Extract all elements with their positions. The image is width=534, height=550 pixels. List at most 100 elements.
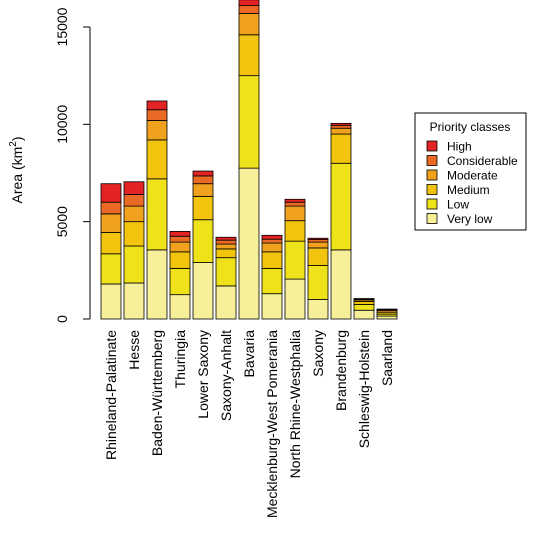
- bar-segment: [261, 267, 283, 295]
- bar-group: [100, 183, 122, 320]
- legend-label: Considerable: [447, 154, 518, 168]
- bar-segment: [353, 309, 375, 320]
- bar-group: [284, 198, 306, 320]
- y-tick-label: 5000: [54, 206, 70, 237]
- bar-segment: [284, 201, 306, 207]
- bar-segment: [376, 308, 398, 311]
- bar-segment: [238, 0, 260, 6]
- bar-group: [215, 236, 237, 320]
- bar-segment: [284, 240, 306, 280]
- legend-entry: High: [426, 140, 472, 154]
- bar-segment: [238, 34, 260, 77]
- bar-segment: [169, 235, 191, 243]
- bar-segment: [376, 315, 398, 320]
- bar-segment: [330, 133, 352, 164]
- bar-segment: [100, 283, 122, 320]
- category-label: Saxony-Anhalt: [218, 330, 234, 421]
- bar-segment: [215, 236, 237, 241]
- bar-segment: [169, 241, 191, 253]
- category-label: Thuringia: [172, 330, 188, 389]
- category-label: Saarland: [379, 330, 395, 386]
- bar-segment: [146, 178, 168, 251]
- y-axis-title-sup: 2: [8, 141, 19, 147]
- bar-segment: [330, 127, 352, 135]
- legend-label: Low: [447, 198, 469, 212]
- legend-swatch: [426, 213, 438, 224]
- bar-segment: [284, 205, 306, 222]
- bar-segment: [146, 249, 168, 320]
- bar-segment: [261, 234, 283, 240]
- bar-segment: [330, 249, 352, 320]
- bar-segment: [238, 167, 260, 320]
- bar-segment: [100, 253, 122, 285]
- bar-segment: [353, 303, 375, 311]
- legend-label: High: [447, 140, 472, 154]
- bar-segment: [146, 109, 168, 121]
- y-tick-label: 15000: [54, 7, 70, 46]
- bar-segment: [284, 198, 306, 203]
- bar-segment: [307, 237, 329, 240]
- legend-entry: Medium: [426, 183, 490, 197]
- category-label: Saxony: [310, 330, 326, 377]
- bar-segment: [100, 213, 122, 233]
- bar-segment: [100, 201, 122, 215]
- bar-segment: [169, 251, 191, 269]
- bar-segment: [353, 298, 375, 300]
- bar-group: [330, 122, 352, 320]
- legend-swatch: [426, 169, 438, 181]
- bar-group: [307, 237, 329, 320]
- y-axis-title-base: Area (km: [9, 147, 25, 204]
- bar-segment: [123, 221, 145, 247]
- legend-swatch: [426, 155, 438, 166]
- bar-segment: [192, 262, 214, 320]
- bar-segment: [284, 220, 306, 242]
- bar-segment: [353, 301, 375, 305]
- y-axis: 0 5000 10000 15000: [54, 7, 91, 323]
- bar-group: [353, 298, 375, 320]
- bar-group: [192, 170, 214, 320]
- category-label: Schleswig-Holstein: [356, 330, 372, 448]
- bar-segment: [169, 230, 191, 237]
- legend: Priority classes HighConsiderableModerat…: [414, 112, 527, 231]
- bar-segment: [261, 251, 283, 269]
- bar-segment: [284, 278, 306, 320]
- bar-segment: [100, 183, 122, 203]
- category-labels: Rhineland-Palatinate Hesse Baden-Württembe…: [103, 330, 395, 518]
- y-tick-label: 10000: [54, 105, 70, 144]
- y-axis-title-close: ): [9, 136, 25, 141]
- bar-group: [169, 230, 191, 320]
- category-label: Mecklenburg-West Pomerania: [264, 330, 280, 518]
- y-tick-label: 0: [54, 315, 70, 323]
- bar-segment: [238, 75, 260, 169]
- bar-segment: [123, 205, 145, 223]
- bar-group: [238, 0, 260, 320]
- category-label: North Rhine-Westphalia: [287, 330, 303, 479]
- bar-segment: [307, 241, 329, 249]
- category-label: Brandenburg: [333, 330, 349, 411]
- bar-segment: [238, 5, 260, 14]
- bar-segment: [123, 282, 145, 320]
- bar-segment: [123, 181, 145, 195]
- category-label: Lower Saxony: [195, 330, 211, 419]
- bar-segment: [146, 100, 168, 111]
- bar-segment: [192, 183, 214, 197]
- category-label: Baden-Württemberg: [149, 330, 165, 456]
- bar-segment: [192, 170, 214, 177]
- legend-swatch: [426, 198, 438, 210]
- bar-segment: [261, 238, 283, 244]
- category-label: Rhineland-Palatinate: [103, 330, 119, 460]
- bar-segment: [192, 219, 214, 263]
- legend-entry: Very low: [426, 212, 493, 226]
- bar-segment: [123, 194, 145, 207]
- bar-segment: [215, 285, 237, 320]
- bar-group: [123, 181, 145, 320]
- bar-segment: [307, 299, 329, 320]
- bar-group: [376, 308, 398, 320]
- legend-label: Medium: [447, 183, 490, 197]
- legend-swatch: [426, 140, 438, 152]
- bar-segment: [192, 195, 214, 221]
- bar-segment: [215, 257, 237, 287]
- legend-entry: Low: [426, 198, 469, 212]
